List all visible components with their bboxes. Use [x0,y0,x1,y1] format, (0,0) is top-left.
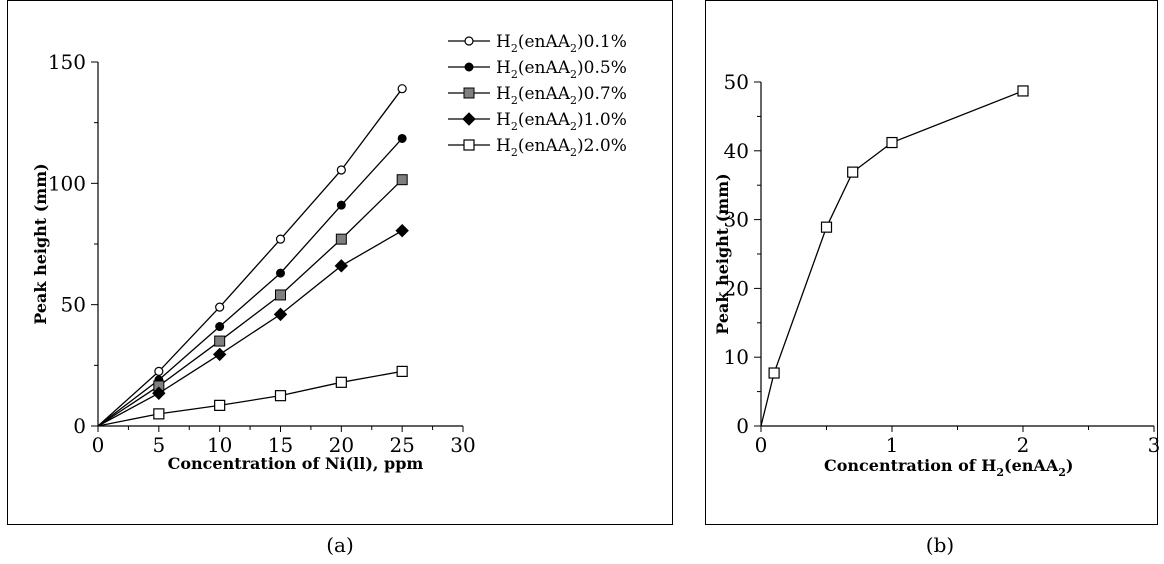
data-point [768,367,780,379]
x-axis-label-a: Concentration of Ni(ll), ppm [168,454,424,473]
data-point [334,259,349,273]
chart-panel-a: 0 50 100 150 0 5 10 15 20 25 30 Concentration of Ni… [7,0,673,525]
chart-b-svg: 0 10 20 30 40 50 0 1 2 3 Concentration of H2(enAA2… [713,70,1161,479]
y-tick-label-b: 20 [724,276,749,300]
data-point [335,376,347,388]
data-point [154,366,164,376]
legend-marker [464,62,474,72]
legend-label: H2(enAA2)0.5% [496,58,627,81]
legend-marker [463,87,475,99]
data-point [335,233,347,245]
x-tick-label-b: 3 [1148,433,1161,457]
y-tick-label-b: 30 [724,208,749,232]
data-point [275,234,286,244]
x-tick-label-a: 15 [268,433,293,457]
data-point [1017,85,1029,97]
legend-entry-a-1: H2(enAA2)0.1% [448,32,627,55]
data-point [273,307,288,322]
x-tick-label-a: 25 [389,433,414,457]
y-tick-label-a: 50 [61,293,86,317]
data-point [395,223,409,238]
data-point [215,322,225,332]
data-point [152,386,166,400]
y-tick-label-a: 150 [48,50,86,74]
series-a-4 [97,223,409,427]
data-point [212,347,227,362]
data-point [397,133,407,143]
series-line [97,370,403,427]
series-line [760,90,1024,427]
y-tick-label-b: 10 [724,345,749,369]
legend-label: H2(enAA2)0.7% [496,84,627,107]
data-point [214,399,226,411]
y-tick-label-a: 0 [73,414,86,438]
legend-label: H2(enAA2)2.0% [496,136,627,159]
data-point [153,408,165,420]
series-a-5 [97,365,408,427]
series-line [97,88,403,427]
legend-label: H2(enAA2)1.0% [496,110,627,133]
x-tick-label-a: 10 [207,433,232,457]
data-point [214,335,226,347]
data-point [275,289,286,301]
series-line [97,179,403,427]
data-point [336,165,346,175]
y-tick-label-b: 40 [724,139,749,163]
data-point [396,174,408,186]
chart-panel-b: 0 10 20 30 40 50 0 1 2 3 Concentration of H2(enAA2… [705,0,1161,525]
x-axis-label-b: Concentration of H2(enAA2) [824,456,1073,479]
data-point [336,200,346,210]
caption-b: (b) [925,533,955,557]
y-axis-label-a: Peak height (mm) [31,163,50,324]
y-tick-label-a: 100 [48,171,86,195]
data-point [847,166,859,178]
x-tick-label-a: 30 [450,433,475,457]
series-a-3 [97,174,408,427]
series-a-2 [97,133,407,427]
data-point [276,268,285,278]
x-tick-label-b: 2 [1017,433,1030,457]
y-tick-label-b: 0 [736,414,749,438]
data-point [396,365,408,377]
x-tick-label-a: 5 [152,433,165,457]
legend-label: H2(enAA2)0.1% [496,32,627,55]
series-b-1 [760,85,1029,427]
series-line [97,138,403,427]
y-axis-label-b: Peak height (mm) [713,173,732,334]
x-tick-label-a: 20 [329,433,354,457]
legend-marker [462,112,476,126]
x-tick-label-b: 0 [755,433,768,457]
y-tick-label-b: 50 [724,70,749,94]
legend-entry-a-5: H2(enAA2)2.0% [448,136,627,159]
x-tick-label-b: 1 [886,433,899,457]
data-point [886,136,898,149]
data-point [820,221,833,233]
legend-entry-a-2: H2(enAA2)0.5% [448,58,627,81]
data-point [397,84,407,94]
chart-a-svg: 0 50 100 150 0 5 10 15 20 25 30 Concentration of Ni… [31,32,627,473]
data-point [215,302,225,312]
x-tick-label-a: 0 [92,433,105,457]
legend-marker [464,36,474,46]
legend-marker [463,139,475,151]
series-line [97,230,403,427]
legend-entry-a-4: H2(enAA2)1.0% [448,110,627,133]
data-point [274,390,287,402]
legend-entry-a-3: H2(enAA2)0.7% [448,84,627,107]
caption-a: (a) [326,533,354,557]
